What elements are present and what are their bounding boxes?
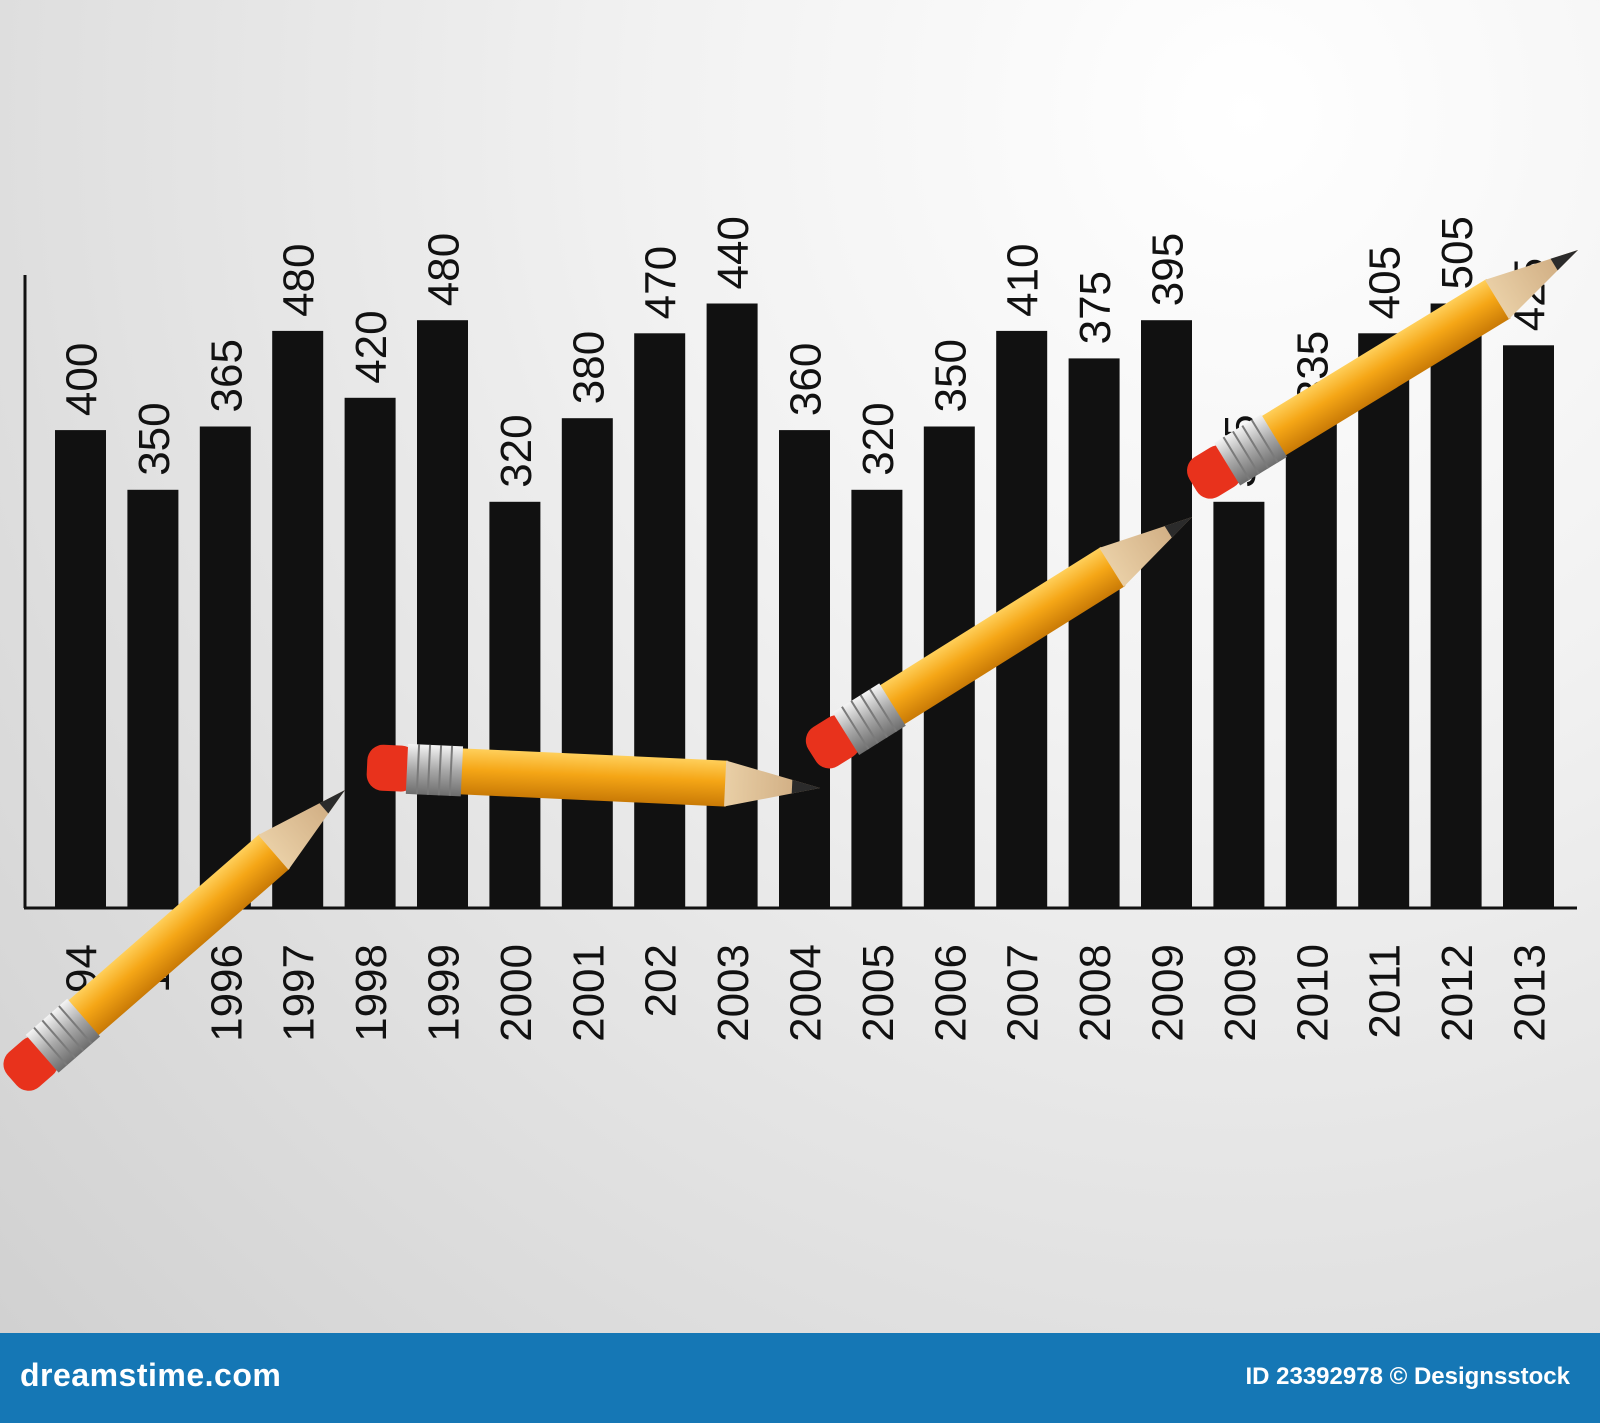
value-label: 350: [926, 339, 975, 412]
bar-1995: [127, 489, 179, 908]
bar-2012: [1430, 303, 1482, 908]
tick-label: 1998: [347, 944, 396, 1042]
tick-label: 1997: [275, 944, 324, 1042]
bar-202: [634, 333, 686, 908]
pencil-icon: [805, 516, 1192, 769]
footer-credit: ID 23392978 © Designsstock: [1245, 1363, 1570, 1390]
value-label: 365: [202, 339, 251, 412]
value-label: 410: [999, 243, 1048, 316]
bar-2009: [1141, 320, 1192, 908]
bar-1996: [199, 426, 251, 908]
value-label: 380: [564, 331, 613, 404]
value-label: 480: [275, 243, 324, 316]
tick-label: 2006: [926, 944, 975, 1042]
tick-label: 2010: [1288, 944, 1337, 1042]
bar-2011: [1358, 333, 1410, 908]
tick-labels-layer: 9419199619971998199920002001202200320042…: [58, 944, 1555, 1042]
tick-label: 2009: [1144, 944, 1193, 1042]
bar-1998: [344, 397, 396, 908]
tick-label: 2003: [709, 944, 758, 1042]
value-label: 470: [637, 246, 686, 319]
bar-2001: [561, 418, 613, 908]
bar-1994: [55, 430, 106, 908]
pencil-icon: [1187, 249, 1578, 499]
tick-label: 1999: [420, 944, 469, 1042]
tick-label: 2008: [1071, 944, 1120, 1042]
tick-label: 2012: [1433, 944, 1482, 1042]
bar-2000: [489, 501, 541, 908]
bar-2013: [1503, 345, 1554, 908]
tick-label: 2013: [1506, 944, 1555, 1042]
tick-label: 2000: [492, 944, 541, 1042]
bar-1999: [417, 320, 468, 908]
value-label: 375: [1071, 271, 1120, 344]
bar-2008: [1068, 358, 1120, 908]
footer-brand: dreamstime.com: [20, 1357, 282, 1393]
bar-chart: 400 350 365 480 420 480 320 380 470 440 360 320 350 4…: [3, 216, 1578, 1091]
tick-label: 2009: [1216, 944, 1265, 1042]
value-label: 480: [420, 233, 469, 306]
value-label: 395: [1144, 233, 1193, 306]
tick-label: 2007: [999, 944, 1048, 1042]
value-label: 400: [58, 343, 107, 416]
value-label: 350: [130, 402, 179, 475]
bar-2004: [779, 430, 830, 908]
pencils-layer: [3, 249, 1578, 1091]
value-label: 420: [347, 310, 396, 383]
value-label: 440: [709, 216, 758, 289]
bar-2010: [1285, 418, 1337, 908]
value-label: 360: [782, 343, 831, 416]
value-label: 405: [1361, 246, 1410, 319]
value-label: 320: [854, 402, 903, 475]
tick-label: 1996: [202, 944, 251, 1042]
bar-2009: [1213, 501, 1265, 908]
tick-label: 2011: [1361, 944, 1410, 1039]
pencil-icon: [3, 790, 346, 1091]
value-labels-layer: 400 350 365 480 420 480 320 380 470 440 360 320 350 4…: [58, 216, 1555, 488]
bars-layer: [55, 303, 1554, 908]
tick-label: 2001: [564, 944, 613, 1042]
tick-label: 202: [637, 944, 686, 1017]
pencil-icon: [366, 743, 821, 807]
bar-2003: [706, 303, 758, 908]
tick-label: 2004: [782, 944, 831, 1042]
watermark-footer: dreamstime.com ID 23392978 © Designsstoc…: [0, 1333, 1600, 1423]
value-label: 320: [492, 414, 541, 487]
value-label: 505: [1433, 216, 1482, 289]
tick-label: 2005: [854, 944, 903, 1042]
